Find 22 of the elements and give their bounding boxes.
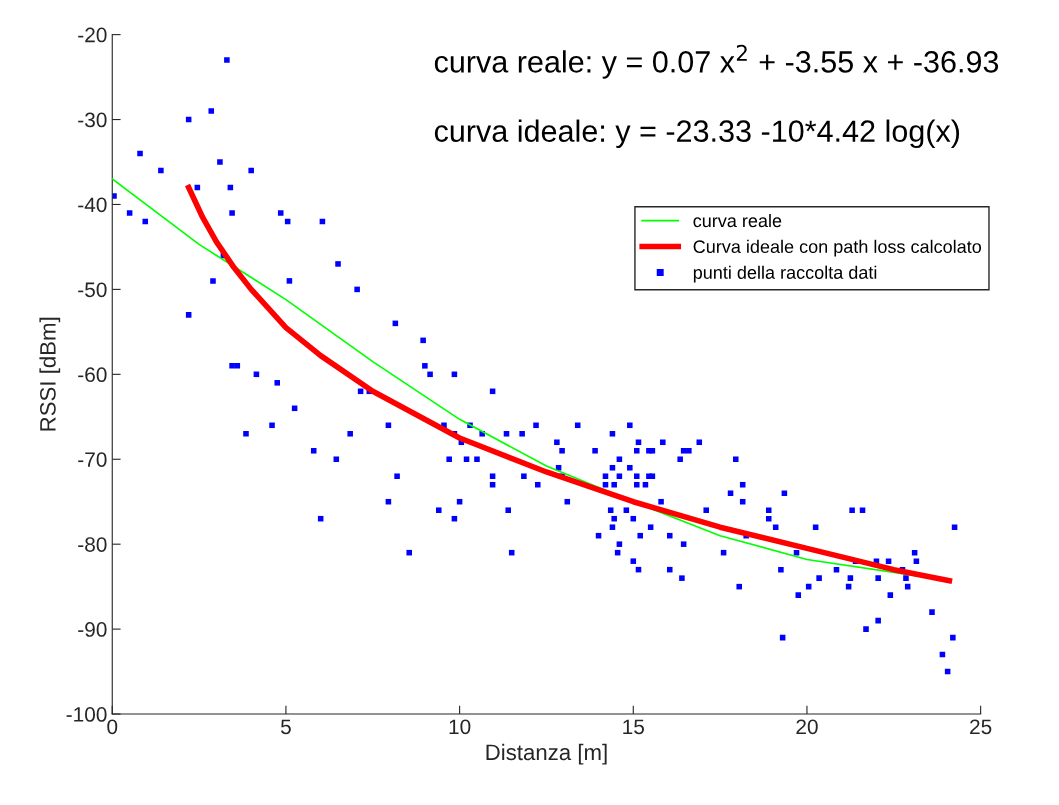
- annotation: curva ideale: y = -23.33 -10*4.42 log(x): [434, 119, 960, 149]
- y-tick-label: -40: [78, 197, 107, 213]
- x-tick-label: 0: [107, 719, 118, 735]
- legend-label: Curva ideale con path loss calcolato: [693, 239, 982, 257]
- legend-label: curva reale: [693, 213, 782, 228]
- y-tick-label: -70: [78, 452, 107, 468]
- x-axis-title: Distanza [m]: [486, 743, 607, 765]
- y-tick-label: -100: [66, 707, 107, 722]
- y-axis-title: RSSI [dBm]: [39, 317, 61, 431]
- x-tick-label: 10: [449, 719, 471, 735]
- y-tick-label: -30: [78, 112, 107, 128]
- y-tick-label: -50: [78, 282, 107, 298]
- x-tick-label: 5: [280, 719, 291, 735]
- x-tick-label: 15: [623, 719, 644, 735]
- y-tick-label: -80: [78, 537, 107, 552]
- y-tick-label: -20: [78, 27, 107, 43]
- x-tick-label: 25: [970, 719, 992, 735]
- x-tick-label: 20: [796, 719, 818, 735]
- y-tick-label: -60: [78, 367, 107, 383]
- annotation: curva reale: y = 0.07 x$^{2}$ + -3.55 x + -36.93: [434, 44, 999, 79]
- y-tick-label: -90: [78, 622, 107, 637]
- legend-label: punti della raccolta dati: [693, 265, 877, 283]
